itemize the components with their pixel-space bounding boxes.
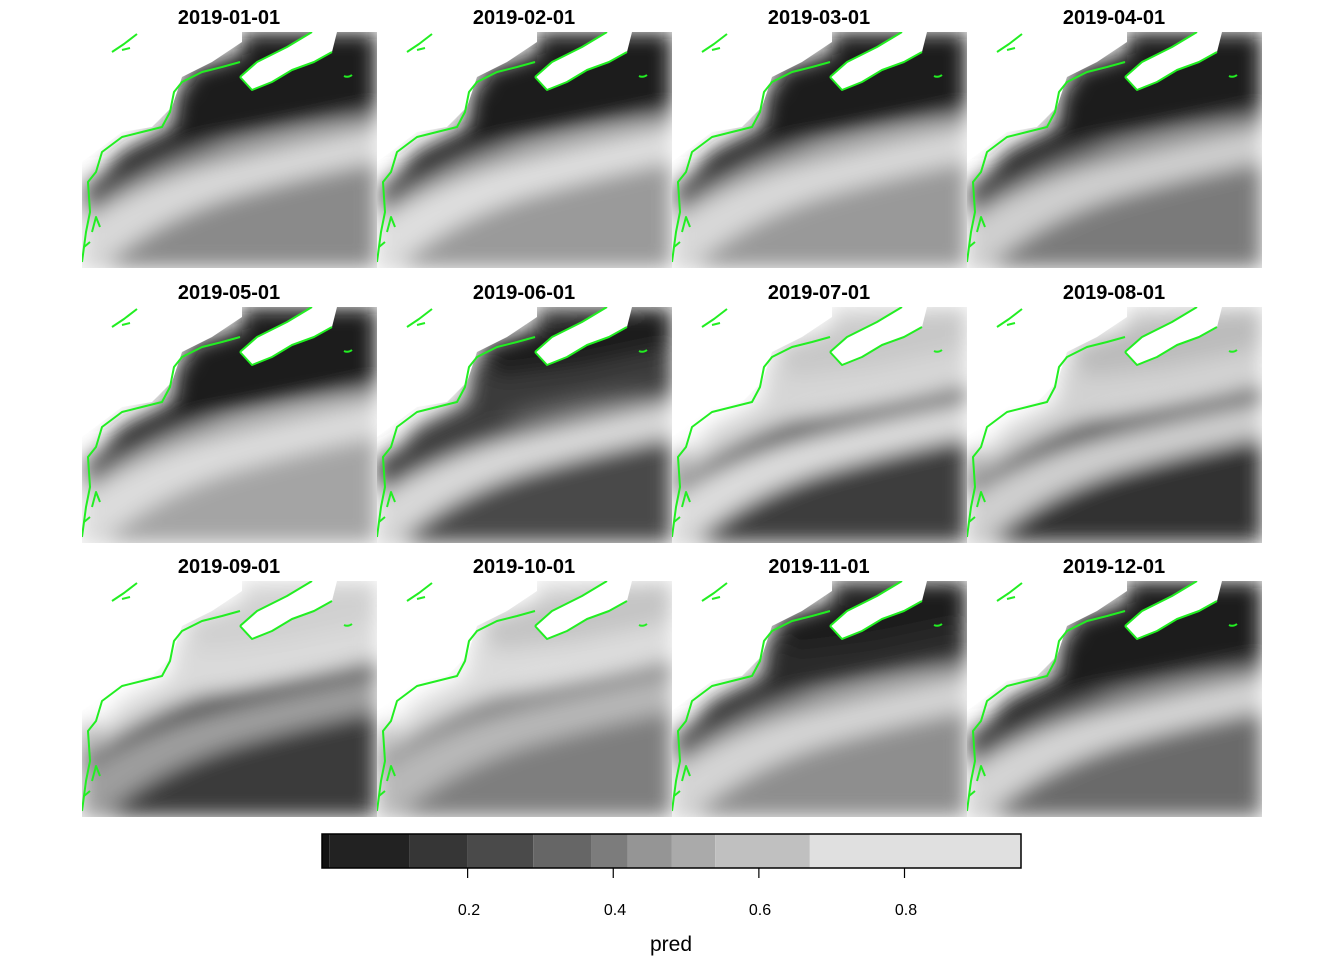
land-mask — [377, 581, 537, 711]
peninsula-land — [1125, 581, 1222, 639]
colorbar-band-6 — [591, 834, 628, 868]
coastline — [967, 581, 1238, 812]
tick-label-0.4: 0.4 — [604, 902, 626, 919]
map-panel-10 — [377, 581, 672, 817]
panel-title-6: 2019-06-01 — [473, 282, 575, 304]
map-panel-12 — [967, 581, 1262, 817]
sea-field-band — [377, 127, 672, 268]
map-panel-7 — [672, 307, 967, 543]
land-mask — [967, 32, 1127, 162]
panel-title-7: 2019-07-01 — [768, 282, 870, 304]
coastline — [82, 32, 353, 263]
panel-title-4: 2019-04-01 — [1063, 7, 1165, 29]
land-mask — [967, 581, 1127, 711]
colorbar-band-7 — [627, 834, 672, 868]
peninsula-land — [535, 32, 632, 90]
sea-field-band — [82, 402, 377, 543]
sea-field-band — [377, 402, 672, 543]
colorbar-band-1 — [322, 834, 330, 868]
coastline — [672, 581, 943, 812]
land-mask — [82, 581, 242, 711]
map-panel-9 — [82, 581, 377, 817]
panel-title-1: 2019-01-01 — [178, 7, 280, 29]
coastline — [377, 581, 648, 812]
map-panel-1 — [82, 32, 377, 268]
coastline — [967, 32, 1238, 263]
peninsula-land — [535, 307, 632, 365]
sea-field-band — [967, 402, 1262, 543]
coastline — [967, 307, 1238, 538]
colorbar-frame — [321, 833, 1022, 869]
coastline — [672, 32, 943, 263]
land-mask — [82, 307, 242, 437]
coastline — [377, 32, 648, 263]
map-panel-3 — [672, 32, 967, 268]
peninsula-land — [240, 307, 337, 365]
sea-field-band — [82, 676, 377, 817]
peninsula-land — [830, 307, 927, 365]
peninsula-land — [1125, 307, 1222, 365]
peninsula-land — [830, 581, 927, 639]
map-panel-6 — [377, 307, 672, 543]
sea-field-band — [967, 127, 1262, 268]
sea-field-band — [672, 402, 967, 543]
colorbar-bands — [322, 834, 1021, 868]
panel-title-10: 2019-10-01 — [473, 556, 575, 578]
peninsula-land — [240, 581, 337, 639]
panel-title-2: 2019-02-01 — [473, 7, 575, 29]
coastline — [377, 307, 648, 538]
coastline — [672, 307, 943, 538]
sea-field-band — [82, 127, 377, 268]
map-panel-5 — [82, 307, 377, 543]
land-mask — [82, 32, 242, 162]
land-mask — [377, 307, 537, 437]
land-mask — [672, 307, 832, 437]
map-panel-2 — [377, 32, 672, 268]
colorbar-band-9 — [715, 834, 810, 868]
peninsula-land — [1125, 32, 1222, 90]
peninsula-land — [830, 32, 927, 90]
colorbar-ticks — [467, 868, 906, 878]
sea-field-band — [672, 127, 967, 268]
land-mask — [672, 32, 832, 162]
colorbar-legend: 0.2 0.4 0.6 0.8 pred — [321, 833, 1022, 956]
tick-label-0.8: 0.8 — [895, 902, 917, 919]
map-panel-11 — [672, 581, 967, 817]
land-mask — [377, 32, 537, 162]
panel-title-12: 2019-12-01 — [1063, 556, 1165, 578]
sea-field-band — [377, 676, 672, 817]
panel-title-5: 2019-05-01 — [178, 282, 280, 304]
colorbar-band-3 — [409, 834, 468, 868]
land-mask — [672, 581, 832, 711]
colorbar-band-10 — [809, 834, 1021, 868]
sea-field-band — [967, 676, 1262, 817]
map-panel-4 — [967, 32, 1262, 268]
coastline — [82, 307, 353, 538]
colorbar-band-2 — [329, 834, 410, 868]
panel-title-8: 2019-08-01 — [1063, 282, 1165, 304]
colorbar-band-4 — [467, 834, 534, 868]
sea-field-band — [672, 676, 967, 817]
coastline — [82, 581, 353, 812]
peninsula-land — [240, 32, 337, 90]
map-panel-8 — [967, 307, 1262, 543]
panel-title-9: 2019-09-01 — [178, 556, 280, 578]
land-mask — [967, 307, 1127, 437]
panel-title-11: 2019-11-01 — [768, 556, 869, 578]
colorbar-band-8 — [671, 834, 716, 868]
map-panels — [82, 32, 1262, 817]
peninsula-land — [535, 581, 632, 639]
tick-label-0.6: 0.6 — [749, 902, 771, 919]
colorbar-band-5 — [533, 834, 592, 868]
legend-title: pred — [650, 933, 692, 956]
tick-label-0.2: 0.2 — [458, 902, 480, 919]
panel-title-3: 2019-03-01 — [768, 7, 870, 29]
